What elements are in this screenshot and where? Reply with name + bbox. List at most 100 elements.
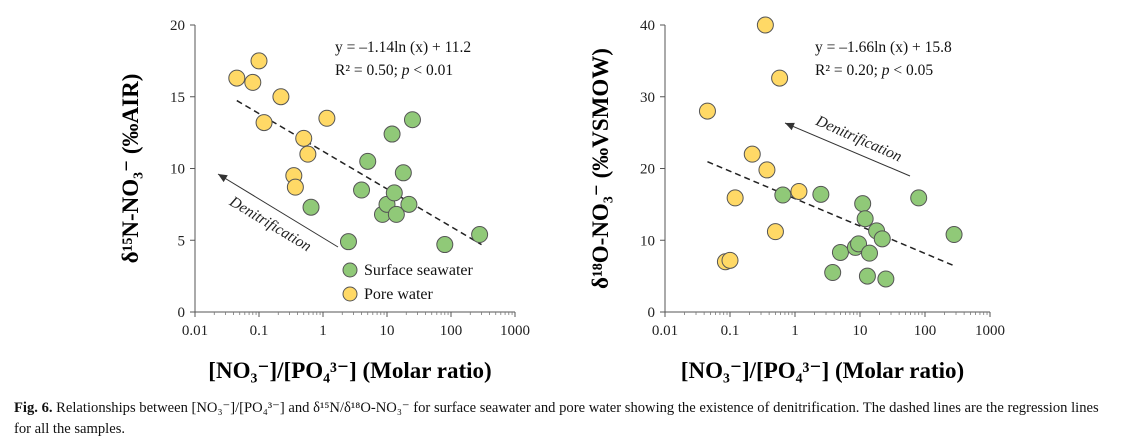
y-tick-label: 0 xyxy=(178,305,186,321)
denitrification-label: Denitrification xyxy=(812,112,904,166)
legend-marker xyxy=(342,262,358,278)
x-tick-label: 0.01 xyxy=(652,323,678,339)
regression-equation: y = –1.66ln (x) + 15.8 xyxy=(815,39,952,56)
data-point xyxy=(756,16,774,34)
data-point xyxy=(873,230,891,248)
arrow-head xyxy=(218,174,228,183)
legend-label: Pore water xyxy=(364,286,434,303)
x-tick-label: 0.1 xyxy=(721,323,740,339)
data-point xyxy=(228,69,246,87)
data-point xyxy=(850,235,868,253)
data-point xyxy=(250,52,268,70)
data-point xyxy=(302,198,320,216)
y-tick-label: 10 xyxy=(170,162,185,178)
data-point xyxy=(244,73,262,91)
data-point xyxy=(359,152,377,170)
stats-p-value: < 0.05 xyxy=(890,62,934,79)
data-point xyxy=(790,182,808,200)
caption-label: Fig. 6. xyxy=(14,400,53,416)
data-point xyxy=(743,145,761,163)
series-pore-water xyxy=(698,16,808,271)
data-point xyxy=(299,145,317,163)
x-tick-label: 1000 xyxy=(975,323,1005,339)
data-point xyxy=(255,114,273,132)
series-surface-seawater xyxy=(774,185,963,288)
data-point xyxy=(774,186,792,204)
x-tick-label: 1 xyxy=(319,323,327,339)
data-point xyxy=(910,189,928,207)
data-point xyxy=(771,69,789,87)
regression-stats: R² = 0.20; p < 0.05 xyxy=(815,62,933,79)
y-tick-label: 10 xyxy=(640,233,655,249)
regression-line xyxy=(707,161,957,268)
data-point xyxy=(383,125,401,143)
y-axis-title: δ¹⁵N-NO₃⁻ (‰AIR) xyxy=(118,74,143,264)
y-tick-label: 40 xyxy=(640,18,655,34)
y-tick-label: 20 xyxy=(640,162,655,178)
denitrification-arrow xyxy=(217,173,339,248)
stats-p-value: < 0.01 xyxy=(410,62,454,79)
data-point xyxy=(831,243,849,261)
data-point xyxy=(318,109,336,127)
regression-line xyxy=(236,99,482,246)
data-point xyxy=(353,181,371,199)
denitrification-arrow xyxy=(784,122,911,177)
stats-r2: R² = 0.50; xyxy=(335,62,402,79)
x-tick-label: 100 xyxy=(440,323,463,339)
y-tick-label: 5 xyxy=(178,233,186,249)
data-point xyxy=(295,129,313,147)
data-point xyxy=(698,102,716,120)
x-tick-label: 0.1 xyxy=(250,323,269,339)
data-point xyxy=(721,251,739,269)
denitrification-label: Denitrification xyxy=(226,193,315,256)
data-point xyxy=(403,111,421,129)
data-point xyxy=(400,195,418,213)
data-point xyxy=(877,270,895,288)
figure-caption: Fig. 6. Relationships between [NO₃⁻]/[PO… xyxy=(14,398,1114,440)
data-point xyxy=(286,178,304,196)
y-tick-label: 0 xyxy=(648,305,656,321)
data-point xyxy=(758,161,776,179)
data-point xyxy=(394,164,412,182)
data-point xyxy=(385,184,403,202)
x-axis-title: [NO₃⁻]/[PO₄³⁻] (Molar ratio) xyxy=(208,358,491,383)
regression-stats: R² = 0.50; p < 0.01 xyxy=(335,62,453,79)
data-point xyxy=(436,236,454,254)
panel-1: 0.01 0.1 1 10 100 1000 0 5 10 15 20 [NO₃⁻]/[PO₄³⁻] … xyxy=(118,18,530,383)
panel-2: 0.01 0.1 1 10 100 1000 0 10 20 30 40 [NO₃⁻]/[PO₄³⁻]… xyxy=(588,16,1005,383)
x-tick-label: 1000 xyxy=(500,323,530,339)
x-tick-label: 1 xyxy=(791,323,799,339)
data-point xyxy=(387,205,405,223)
data-point xyxy=(945,226,963,244)
y-axis-title: δ¹⁸O-NO₃⁻ (‰VSMOW) xyxy=(588,48,613,289)
data-point xyxy=(272,88,290,106)
arrow-head xyxy=(785,122,795,131)
data-point xyxy=(766,223,784,241)
data-point xyxy=(854,195,872,213)
x-tick-label: 10 xyxy=(853,323,868,339)
legend-marker xyxy=(342,286,358,302)
data-point xyxy=(812,185,830,203)
data-point xyxy=(339,233,357,251)
x-tick-label: 0.01 xyxy=(182,323,208,339)
stats-p-symbol: p xyxy=(881,62,890,79)
series-pore-water xyxy=(228,52,336,196)
y-tick-label: 20 xyxy=(170,18,185,34)
x-tick-label: 100 xyxy=(914,323,937,339)
data-point xyxy=(858,267,876,285)
x-axis-title: [NO₃⁻]/[PO₄³⁻] (Molar ratio) xyxy=(681,358,964,383)
y-tick-label: 15 xyxy=(170,90,185,106)
stats-p-symbol: p xyxy=(401,62,410,79)
data-point xyxy=(726,189,744,207)
data-point xyxy=(824,264,842,282)
data-point xyxy=(471,226,489,244)
regression-equation: y = –1.14ln (x) + 11.2 xyxy=(335,39,471,56)
data-point xyxy=(856,210,874,228)
series-surface-seawater xyxy=(302,111,489,254)
stats-r2: R² = 0.20; xyxy=(815,62,882,79)
caption-text: Relationships between [NO₃⁻]/[PO₄³⁻] and… xyxy=(14,400,1099,437)
legend-label: Surface seawater xyxy=(364,262,473,279)
figure: 0.01 0.1 1 10 100 100005101520[NO₃⁻]/[PO₄³⁻] … xyxy=(118,16,1005,383)
data-point xyxy=(860,244,878,262)
x-tick-label: 10 xyxy=(380,323,395,339)
